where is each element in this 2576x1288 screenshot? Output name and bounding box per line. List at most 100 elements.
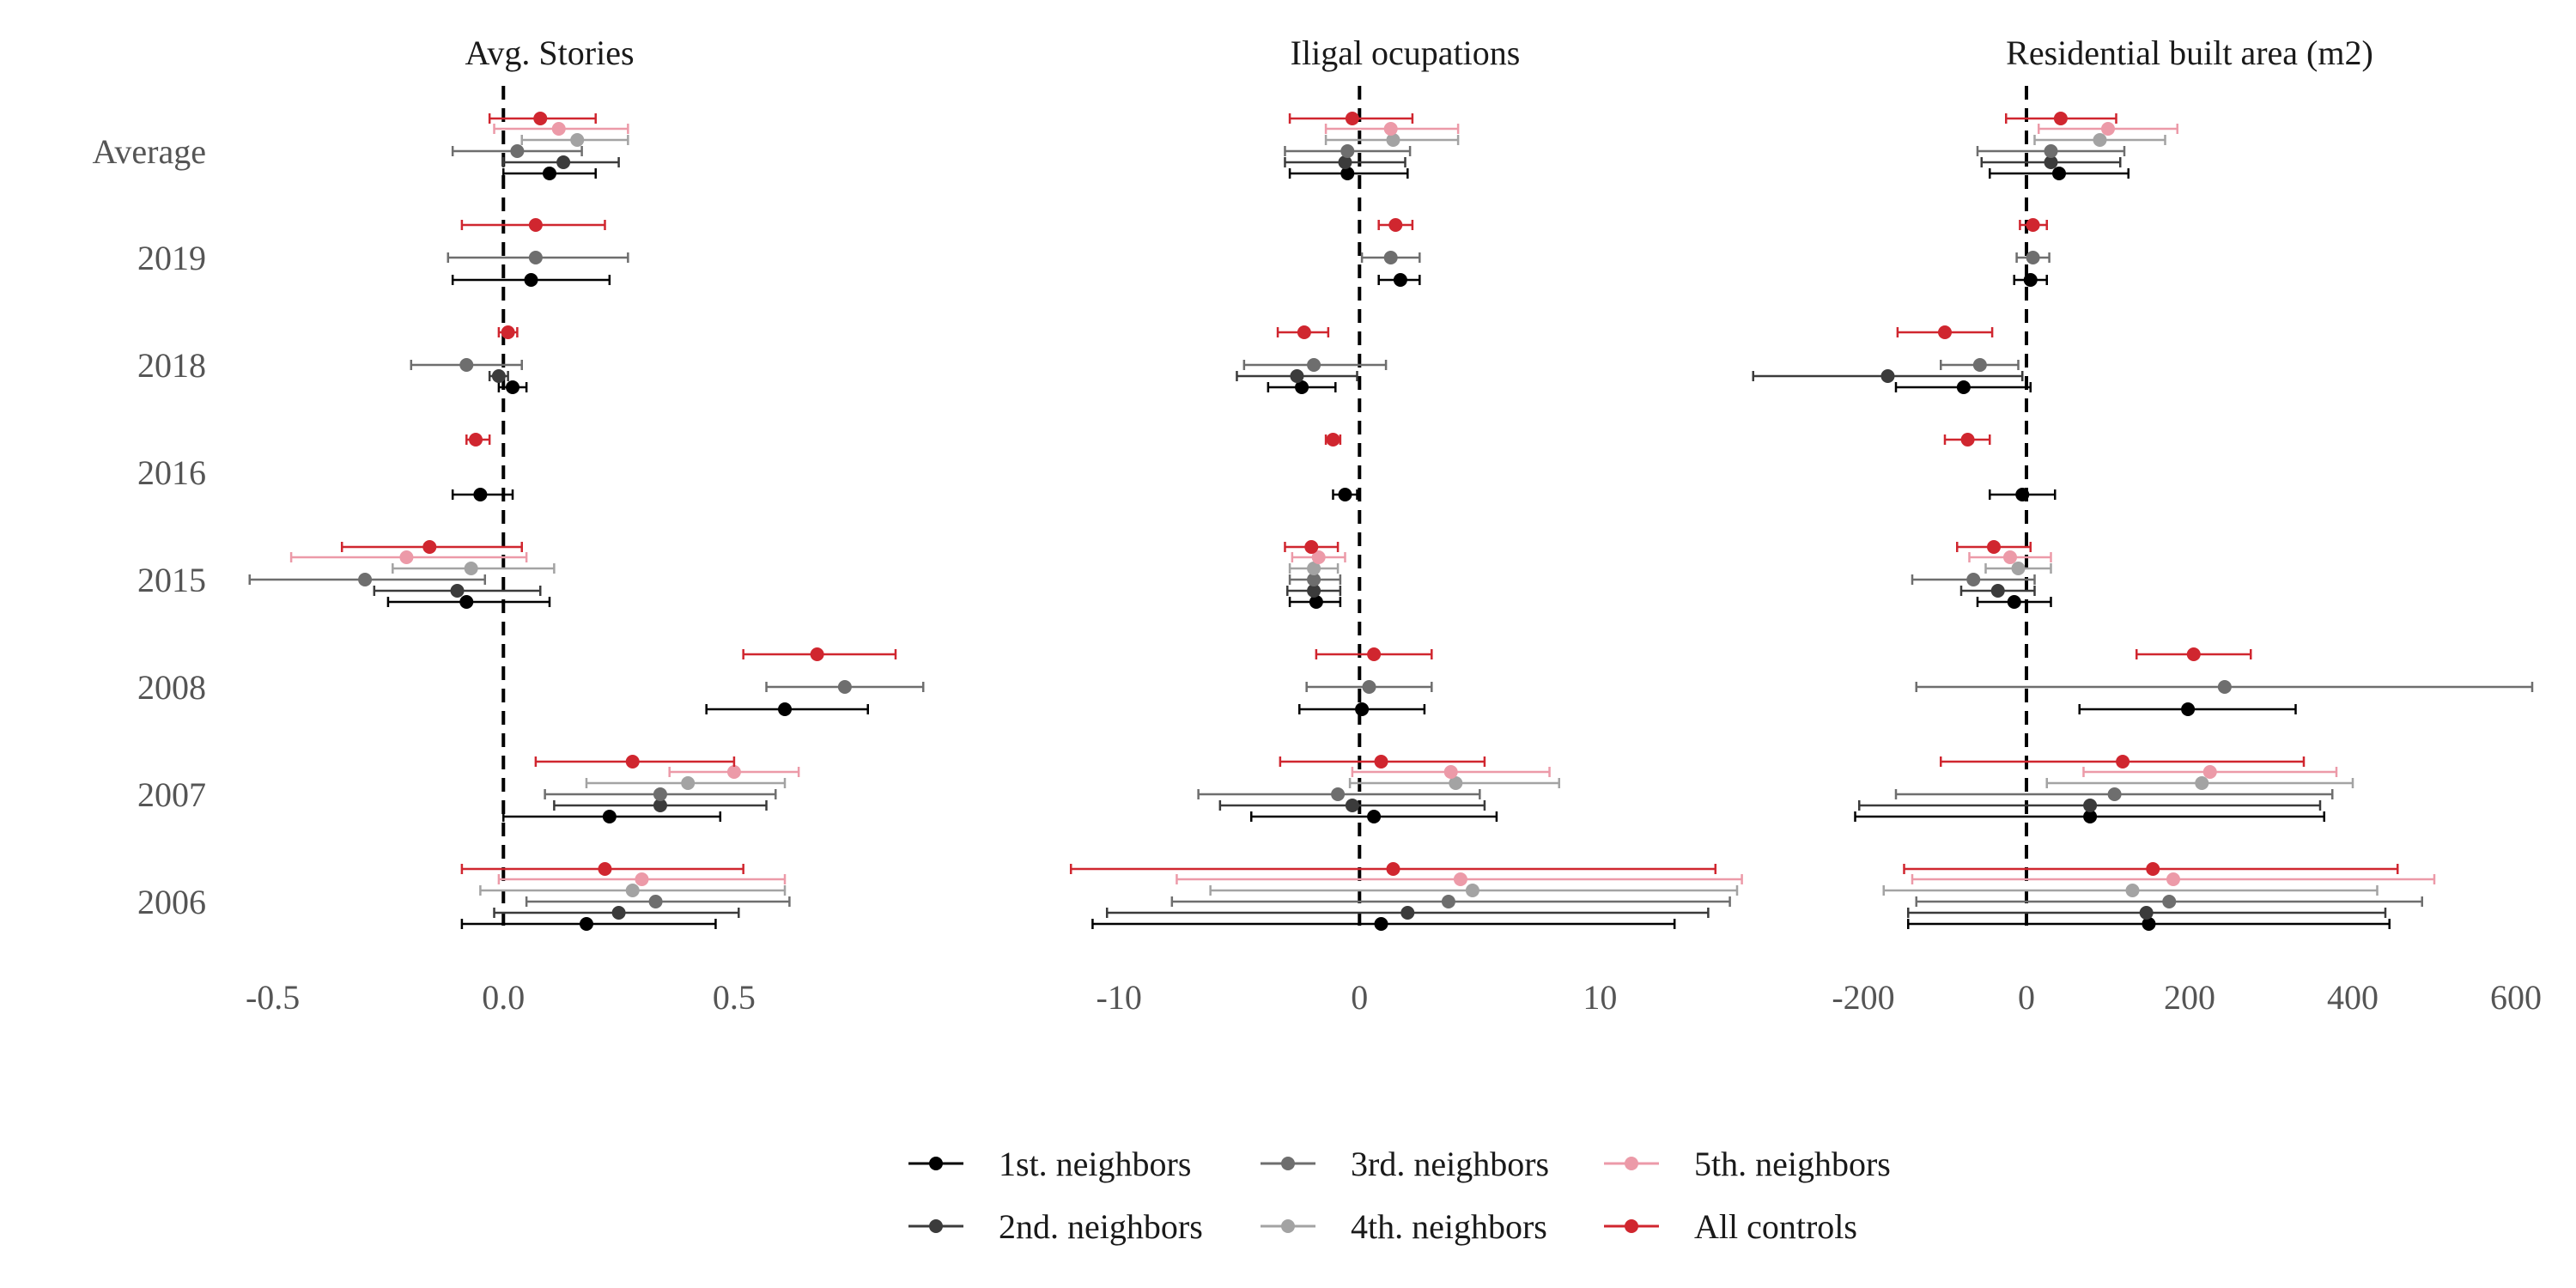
estimate-point [1400, 906, 1415, 920]
estimate-point [681, 776, 696, 790]
x-tick-label: 0.0 [482, 978, 525, 1017]
estimate-point [501, 325, 515, 339]
y-axis-labels: Average 2019 2018 2016 2015 2008 2007 2006 [93, 132, 207, 921]
legend-label: All controls [1694, 1207, 1857, 1246]
y-category-label: 2008 [137, 668, 206, 707]
estimate-point [1383, 122, 1398, 136]
x-tick-label: 200 [2164, 978, 2215, 1017]
estimate-point [2142, 917, 2156, 931]
y-category-label: 2019 [137, 239, 206, 277]
x-tick-label: 0 [1351, 978, 1368, 1017]
estimate-point [2101, 122, 2115, 136]
estimate-point [399, 550, 414, 564]
estimate-point [1960, 433, 1975, 447]
estimate-point [1383, 251, 1398, 264]
x-tick-label: 600 [2490, 978, 2542, 1017]
y-category-label: 2015 [137, 561, 206, 599]
legend-label: 1st. neighbors [999, 1145, 1191, 1183]
estimate-point [491, 369, 506, 383]
estimate-point [653, 787, 667, 801]
estimate-point [510, 144, 525, 158]
estimate-point [1990, 584, 2005, 598]
estimate-point [2093, 133, 2107, 147]
series-5th-neighbors [289, 122, 800, 886]
estimate-point [2202, 765, 2217, 779]
estimate-point [1362, 680, 1376, 694]
estimate-point [602, 810, 617, 823]
legend-label: 2nd. neighbors [999, 1207, 1203, 1246]
estimate-point [2083, 810, 2098, 823]
estimate-point [1880, 369, 1895, 383]
estimate-point [524, 273, 538, 287]
legend-item: 4th. neighbors [1261, 1207, 1547, 1246]
series-5th-neighbors [1911, 122, 2436, 886]
y-category-label: Average [93, 132, 207, 171]
estimate-point [2195, 776, 2209, 790]
estimate-point [635, 872, 649, 886]
estimate-point [1297, 325, 1311, 339]
estimate-point [2026, 218, 2040, 232]
legend: 1st. neighbors 2nd. neighbors 3rd. neighbo… [908, 1145, 1891, 1246]
x-tick-label: -10 [1097, 978, 1142, 1017]
estimate-point [2186, 647, 2201, 661]
series-all-controls [1069, 112, 1717, 876]
estimate-point [1449, 776, 1463, 790]
legend-point [929, 1219, 943, 1233]
x-tick-label: 10 [1583, 978, 1617, 1017]
series-1st-neighbors [386, 167, 869, 931]
estimate-point [1374, 917, 1388, 931]
estimate-point [1307, 573, 1321, 586]
series-all-controls [340, 112, 897, 876]
estimate-point [2011, 562, 2026, 575]
estimate-point [837, 680, 852, 694]
estimate-point [2162, 895, 2177, 908]
y-category-label: 2006 [137, 883, 206, 921]
series-2nd-neighbors [1105, 155, 1710, 920]
series-4th-neighbors [1882, 133, 2379, 897]
estimate-point [1374, 755, 1388, 769]
series-5th-neighbors [1176, 122, 1743, 886]
estimate-point [1956, 380, 1971, 394]
estimate-point [1338, 488, 1352, 501]
legend-item: 5th. neighbors [1604, 1145, 1891, 1183]
legend-point [1281, 1157, 1295, 1170]
estimate-point [1355, 702, 1370, 716]
estimate-point [459, 358, 474, 372]
x-tick-label: -0.5 [246, 978, 300, 1017]
legend-item: 2nd. neighbors [908, 1207, 1203, 1246]
estimate-point [1326, 433, 1340, 447]
series-1st-neighbors [1091, 167, 1676, 931]
x-tick-label: 0.5 [713, 978, 756, 1017]
estimate-point [1386, 133, 1400, 147]
legend-point [1281, 1219, 1295, 1233]
estimate-point [598, 862, 612, 876]
estimate-point [551, 122, 566, 136]
estimate-point [2125, 884, 2140, 897]
panel-1: Avg. Stories -0.5 0.0 0.5 [246, 33, 925, 1017]
estimate-point [810, 647, 824, 661]
estimate-point [1367, 810, 1382, 823]
estimate-point [1338, 155, 1352, 169]
y-category-label: 2007 [137, 775, 206, 814]
legend-point [929, 1157, 943, 1170]
series-1st-neighbors [1854, 167, 2391, 931]
estimate-point [1309, 595, 1323, 609]
estimate-point [726, 765, 741, 779]
estimate-point [653, 799, 667, 812]
estimate-point [2083, 799, 2098, 812]
series-2nd-neighbors [373, 155, 768, 920]
estimate-point [1331, 787, 1346, 801]
estimate-point [1441, 895, 1455, 908]
y-category-label: 2016 [137, 453, 206, 492]
estimate-point [528, 218, 543, 232]
estimate-point [2052, 167, 2066, 180]
estimate-point [1938, 325, 1952, 339]
legend-point [1625, 1157, 1638, 1170]
estimate-point [570, 133, 585, 147]
estimate-point [543, 167, 556, 180]
estimate-point [2007, 595, 2021, 609]
series-2nd-neighbors [1752, 155, 2387, 920]
estimate-point [1307, 562, 1321, 575]
legend-label: 3rd. neighbors [1351, 1145, 1549, 1183]
